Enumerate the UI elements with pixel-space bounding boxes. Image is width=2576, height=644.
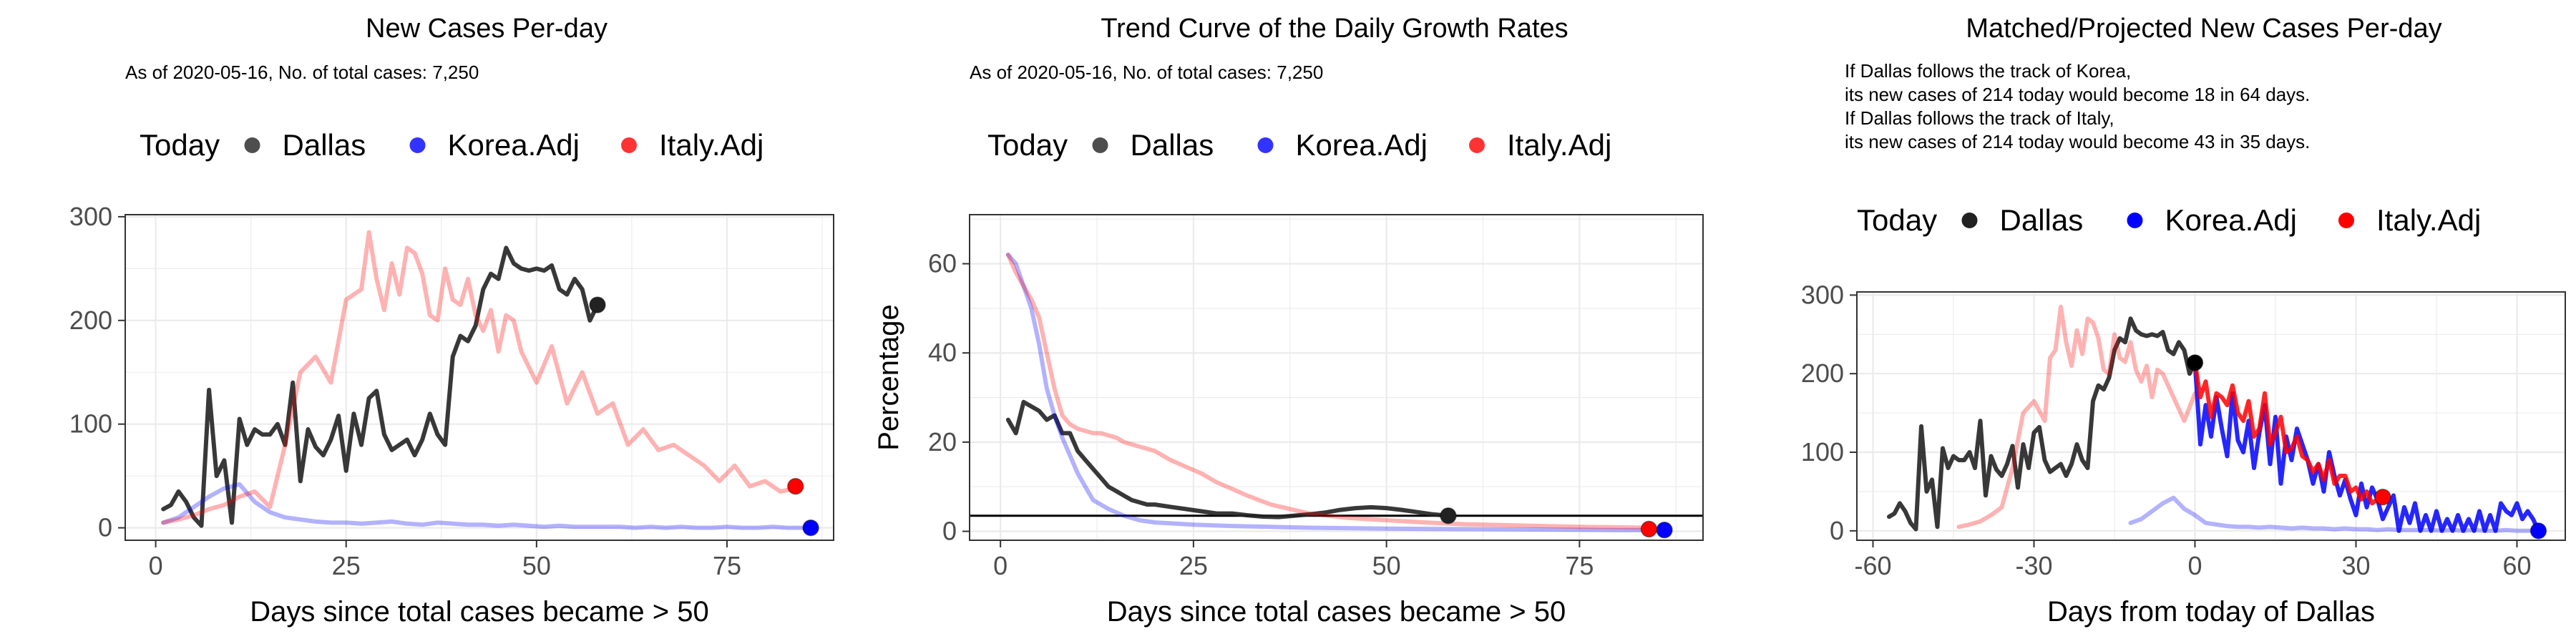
x-tick-label: 0 — [149, 551, 163, 580]
legend-key-italy — [1469, 137, 1485, 153]
chart-note: its new cases of 214 today would become … — [1845, 131, 2310, 152]
today-point-dallas — [1440, 507, 1457, 525]
x-axis-label: Days since total cases became > 50 — [250, 596, 708, 628]
series-line-dallas — [1887, 316, 2197, 532]
x-tick-label: 0 — [2187, 551, 2202, 580]
x-tick-label: 60 — [2502, 551, 2531, 580]
legend: Today Dallas Korea.Adj Italy.Adj — [987, 128, 1611, 162]
x-tick-label: -30 — [2015, 551, 2052, 580]
y-tick-label: 100 — [69, 409, 112, 439]
chart-subtitle: As of 2020-05-16, No. of total cases: 7,… — [125, 62, 479, 83]
legend-label-dallas: Dallas — [1131, 128, 1214, 162]
series-line-italy-adj-projected- — [2192, 360, 2385, 506]
chart-2: Trend Curve of the Daily Growth Rates As … — [873, 14, 1704, 628]
series-line-italy-adj — [161, 230, 798, 525]
legend-key-italy — [621, 137, 637, 153]
chart-3: Matched/Projected New Cases Per-day If Da… — [1801, 14, 2566, 628]
y-tick-label: 60 — [928, 249, 957, 278]
y-axis-label: Percentage — [873, 304, 904, 451]
legend-title: Today — [1857, 203, 1937, 237]
today-point-italy-adj — [2374, 488, 2391, 506]
grid — [125, 215, 834, 540]
legend-label-dallas: Dallas — [2000, 203, 2084, 237]
legend-label-italy: Italy.Adj — [1507, 128, 1611, 162]
legend-label-korea: Korea.Adj — [448, 128, 580, 162]
grid — [1857, 292, 2565, 540]
today-point-dallas — [589, 296, 606, 313]
y-tick-label: 20 — [928, 427, 957, 457]
chart-title: Matched/Projected New Cases Per-day — [1966, 14, 2441, 44]
axes: 0 25 50 75 0 20 40 60 Days since total cases bec… — [873, 249, 1594, 628]
series-line-dallas — [1005, 399, 1450, 519]
plot-area — [161, 230, 814, 530]
legend-label-dallas: Dallas — [283, 128, 366, 162]
legend-key-dallas — [1092, 137, 1108, 153]
axes: -60 -30 0 30 60 0 100 200 300 Days from today of … — [1801, 280, 2532, 628]
legend-key-korea — [2127, 213, 2143, 228]
chart-1: New Cases Per-day As of 2020-05-16, No. o… — [69, 14, 834, 628]
grid — [970, 215, 1703, 540]
y-tick-label: 0 — [98, 513, 112, 542]
x-tick-label: 50 — [1372, 551, 1401, 580]
y-tick-label: 200 — [1801, 358, 1844, 388]
series-line-dallas — [161, 245, 600, 528]
chart-title: New Cases Per-day — [366, 14, 608, 44]
legend-key-dallas — [244, 137, 260, 153]
chart-title: Trend Curve of the Daily Growth Rates — [1101, 14, 1568, 44]
x-tick-label: 0 — [993, 551, 1008, 580]
today-point-korea-adj — [1656, 521, 1673, 539]
series-line-korea-adj — [161, 482, 814, 530]
plot-panel — [970, 215, 1703, 540]
y-tick-label: 200 — [69, 306, 112, 335]
legend: Today Dallas Korea.Adj Italy.Adj — [140, 128, 763, 162]
x-tick-label: 25 — [332, 551, 361, 580]
chart-note: its new cases of 214 today would become … — [1845, 84, 2310, 105]
panel-border — [969, 214, 1704, 541]
legend-title: Today — [140, 128, 220, 162]
today-point-dallas — [2186, 354, 2204, 371]
legend-label-italy: Italy.Adj — [659, 128, 763, 162]
chart-note: If Dallas follows the track of Italy, — [1845, 107, 2114, 129]
today-point-italy-adj — [1640, 520, 1658, 538]
y-tick-label: 40 — [928, 338, 957, 367]
legend-key-korea — [409, 137, 426, 153]
plot-area — [1887, 304, 2541, 533]
panel-border — [125, 214, 834, 541]
x-tick-label: -60 — [1854, 551, 1891, 580]
x-axis-label: Days since total cases became > 50 — [1107, 596, 1566, 628]
x-axis-label: Days from today of Dallas — [2047, 596, 2375, 628]
series-line-korea-adj — [1005, 253, 1667, 532]
legend-label-italy: Italy.Adj — [2376, 203, 2481, 237]
legend-key-dallas — [1961, 213, 1978, 228]
plot-area — [970, 253, 1703, 532]
series-line-korea-adj-projected- — [2192, 360, 2541, 533]
chart-note: If Dallas follows the track of Korea, — [1845, 60, 2131, 82]
x-tick-label: 75 — [713, 551, 741, 580]
legend-label-korea: Korea.Adj — [2165, 203, 2297, 237]
legend-title: Today — [987, 128, 1068, 162]
y-tick-label: 0 — [1830, 516, 1844, 545]
series-line-korea-adj-past- — [2128, 495, 2541, 533]
x-tick-label: 75 — [1565, 551, 1594, 580]
series-line-italy-adj — [1005, 253, 1652, 530]
y-tick-label: 300 — [1801, 280, 1844, 309]
today-point-korea-adj — [802, 519, 819, 537]
legend: Today Dallas Korea.Adj Italy.Adj — [1857, 203, 2481, 237]
y-tick-label: 300 — [69, 202, 112, 231]
axes: 0 25 50 75 0 100 200 300 Days since total cases … — [69, 202, 741, 628]
today-point-korea-adj — [2529, 522, 2547, 540]
series-line-italy-adj-past- — [1956, 304, 2197, 530]
legend-label-korea: Korea.Adj — [1296, 128, 1428, 162]
today-point-italy-adj — [787, 477, 804, 495]
y-tick-label: 0 — [942, 517, 957, 546]
panel-border — [1856, 291, 2566, 541]
legend-key-korea — [1257, 137, 1274, 153]
x-tick-label: 25 — [1179, 551, 1208, 580]
legend-key-italy — [2338, 213, 2354, 228]
y-tick-label: 100 — [1801, 437, 1844, 467]
x-tick-label: 50 — [522, 551, 551, 580]
x-tick-label: 30 — [2341, 551, 2370, 580]
chart-subtitle: As of 2020-05-16, No. of total cases: 7,… — [970, 62, 1323, 83]
